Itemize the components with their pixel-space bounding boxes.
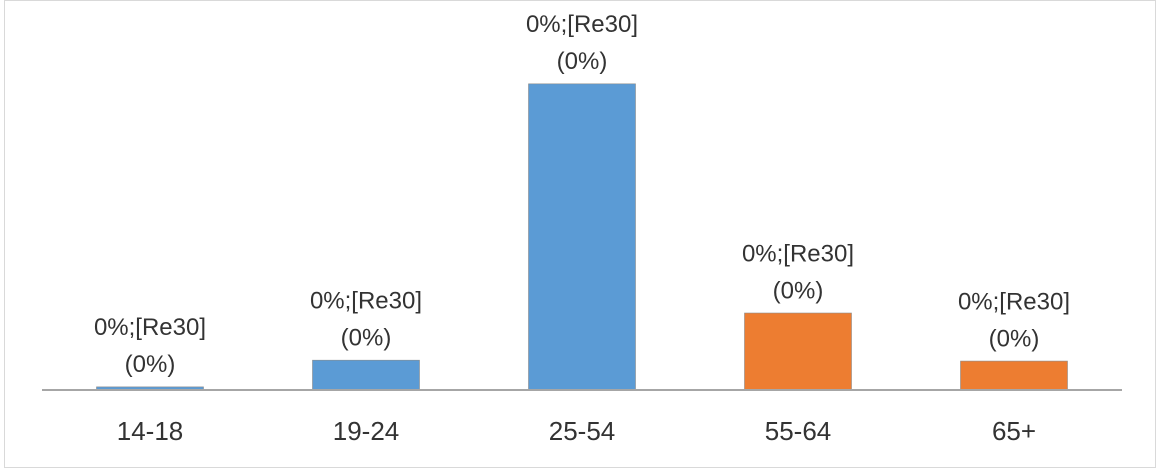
data-label: (0%): [341, 325, 392, 352]
x-tick-label: 14-18: [117, 416, 184, 446]
data-label: (0%): [557, 48, 608, 75]
x-tick-label: 55-64: [765, 416, 832, 446]
data-label: 0%;[Re30]: [526, 11, 638, 38]
data-label: (0%): [773, 277, 824, 304]
data-label: 0%;[Re30]: [94, 314, 206, 341]
x-tick-label: 19-24: [333, 416, 400, 446]
x-tick-label: 25-54: [549, 416, 616, 446]
bar: [528, 83, 636, 391]
bar: [312, 359, 420, 391]
data-label: (0%): [125, 351, 176, 378]
data-label: 0%;[Re30]: [310, 288, 422, 315]
x-tick-label: 65+: [992, 416, 1036, 446]
data-label: (0%): [989, 325, 1040, 352]
data-label: 0%;[Re30]: [958, 288, 1070, 315]
bar: [960, 360, 1068, 391]
data-label: 0%;[Re30]: [742, 240, 854, 267]
bar: [744, 312, 852, 391]
